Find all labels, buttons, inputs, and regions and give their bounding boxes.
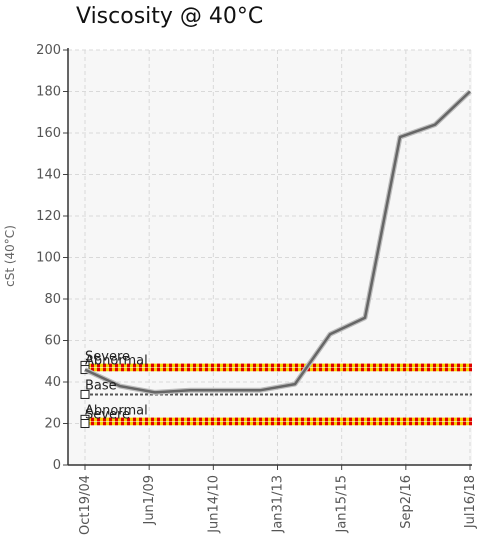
limit-label: Severe bbox=[85, 408, 130, 423]
x-tick-label: Jun14/10 bbox=[206, 475, 221, 534]
y-tick-label: 20 bbox=[44, 417, 61, 432]
y-tick-label: 60 bbox=[44, 334, 61, 349]
limit-label: Abnormal bbox=[85, 403, 148, 418]
x-tick-label: Sep2/16 bbox=[399, 475, 414, 529]
y-tick-label: 160 bbox=[36, 126, 61, 141]
limit-label: Base bbox=[85, 378, 117, 393]
x-tick-label: Jul16/18 bbox=[463, 475, 478, 529]
x-tick-label: Oct19/04 bbox=[78, 475, 93, 535]
y-tick-label: 40 bbox=[44, 375, 61, 390]
y-tick-label: 120 bbox=[36, 209, 61, 224]
axis-layer: 0 20 40 60 80 100 120 140 160 180 200 Oct19/04 Jun1/… bbox=[36, 43, 478, 535]
y-tick-label: 80 bbox=[44, 292, 61, 307]
chart-title: Viscosity @ 40°C bbox=[76, 4, 264, 29]
y-tick-label: 200 bbox=[36, 43, 61, 58]
limit-label: Severe bbox=[85, 349, 130, 364]
x-tick-label: Jan15/15 bbox=[335, 475, 350, 534]
series-layer bbox=[83, 89, 472, 395]
y-tick-label: 100 bbox=[36, 251, 61, 266]
y-tick-label: 140 bbox=[36, 168, 61, 183]
limit-layer bbox=[80, 360, 472, 428]
series-line bbox=[84, 90, 471, 394]
y-tick-label: 0 bbox=[53, 458, 61, 473]
limit-marker bbox=[80, 419, 90, 428]
x-tick-label: Jan31/13 bbox=[271, 475, 286, 534]
y-axis-label: cSt (40°C) bbox=[3, 225, 17, 287]
x-tick-label: Jun1/09 bbox=[142, 475, 157, 526]
y-tick-label: 180 bbox=[36, 85, 61, 100]
limit-label: Abnormal bbox=[85, 354, 148, 369]
limit-marker bbox=[80, 389, 90, 399]
